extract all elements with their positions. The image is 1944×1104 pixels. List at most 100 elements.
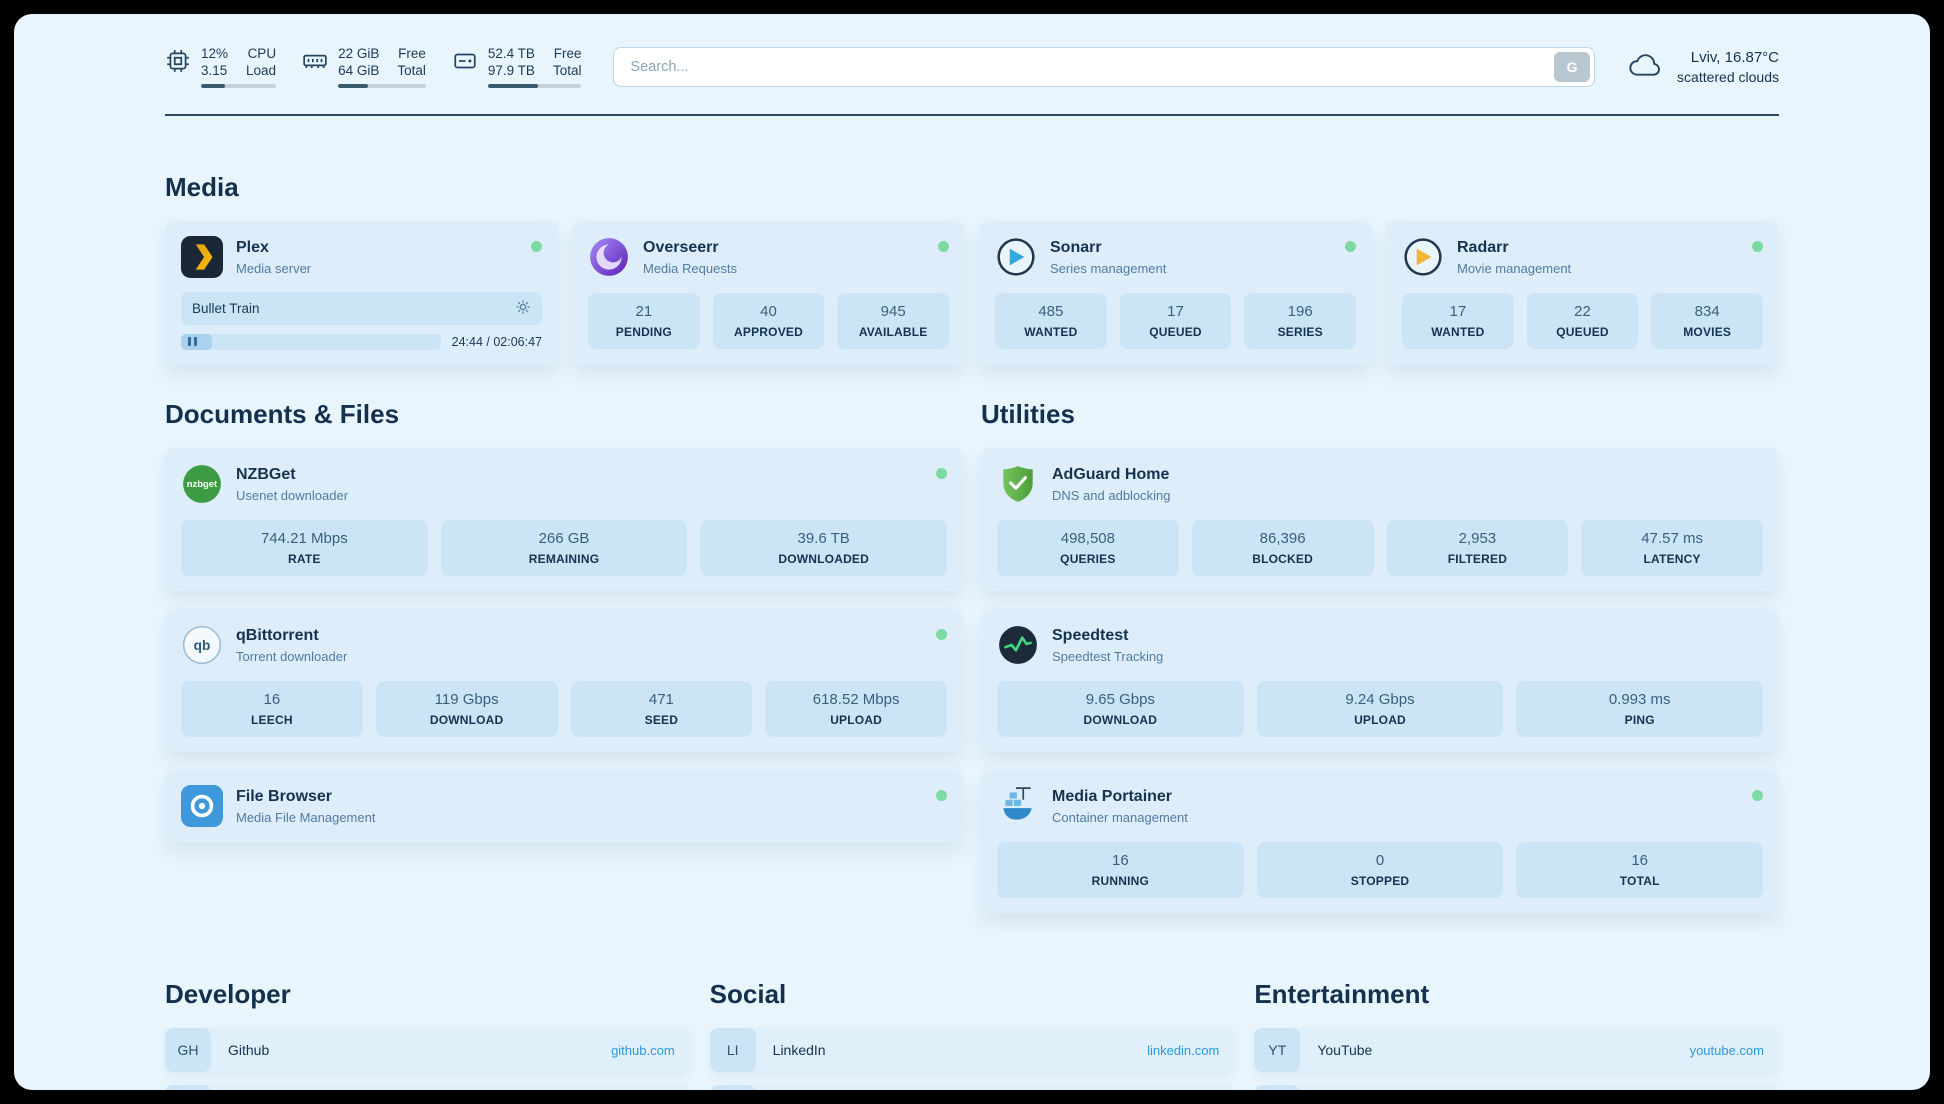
bookmark-abbr: GH bbox=[165, 1028, 211, 1072]
app-subtitle: Movie management bbox=[1457, 260, 1572, 276]
stat-box: 196 SERIES bbox=[1244, 293, 1357, 349]
social-column: Social LI LinkedIn linkedin.com TW Twitt… bbox=[709, 945, 1235, 1090]
section-title-entertainment: Entertainment bbox=[1254, 979, 1430, 1009]
status-dot bbox=[936, 468, 947, 479]
cpu-label-bottom: Load bbox=[246, 63, 277, 78]
disk-progress-bar bbox=[487, 84, 582, 88]
app-name: Overseerr bbox=[643, 238, 719, 256]
system-stats: 12% CPU 3.15 Load 22 bbox=[165, 46, 582, 88]
app-subtitle: Media server bbox=[236, 260, 312, 276]
section-title-documents: Documents & Files bbox=[165, 399, 400, 429]
cpu-stat-body: 12% CPU 3.15 Load bbox=[201, 46, 277, 88]
section-title-social: Social bbox=[709, 979, 787, 1009]
status-dot bbox=[1345, 241, 1356, 252]
svg-text:qb: qb bbox=[194, 638, 211, 653]
ram-label-bottom: Total bbox=[397, 63, 426, 78]
entertainment-column: Entertainment YT YouTube youtube.com NF … bbox=[1254, 945, 1779, 1090]
stat-box: 21 PENDING bbox=[588, 293, 700, 349]
stat-box: 40 APPROVED bbox=[712, 293, 825, 349]
cpu-label-top: CPU bbox=[247, 46, 277, 61]
filebrowser-card[interactable]: File Browser Media File Management bbox=[165, 770, 963, 842]
bookmarks-grid: Developer GH Github github.com SO StackO… bbox=[165, 945, 1779, 1090]
cpu-stat: 12% CPU 3.15 Load bbox=[165, 46, 277, 88]
bookmark-linkedin[interactable]: LI LinkedIn linkedin.com bbox=[709, 1028, 1235, 1072]
bookmark-name: LinkedIn bbox=[772, 1042, 826, 1058]
ram-icon bbox=[302, 46, 328, 74]
content-container: 12% CPU 3.15 Load 22 bbox=[165, 14, 1779, 1090]
app-name: AdGuard Home bbox=[1052, 465, 1170, 483]
qbittorrent-card[interactable]: qb qBittorrent Torrent downloader 16 LEE… bbox=[165, 609, 963, 752]
stat-box: 47.57 ms LATENCY bbox=[1581, 520, 1763, 576]
stat-box: 744.21 Mbps RATE bbox=[181, 520, 428, 576]
app-name: Media Portainer bbox=[1052, 787, 1173, 805]
bookmark-twitter[interactable]: TW Twitter twitter.com bbox=[709, 1085, 1235, 1090]
adguard-card[interactable]: AdGuard Home DNS and adblocking 498,508 … bbox=[981, 448, 1779, 591]
radarr-card[interactable]: Radarr Movie management 17 WANTED 22 QUE… bbox=[1386, 221, 1779, 365]
utilities-column: Utilities AdGuard Home bbox=[981, 365, 1779, 931]
search-input[interactable] bbox=[618, 59, 1555, 75]
app-name: NZBGet bbox=[236, 465, 296, 483]
ram-label-top: Free bbox=[398, 46, 426, 61]
bookmark-abbr: NF bbox=[1254, 1085, 1301, 1090]
header-divider bbox=[165, 114, 1779, 116]
overseerr-card[interactable]: Overseerr Media Requests 21 PENDING 40 A… bbox=[572, 221, 965, 365]
stat-box: 266 GB REMAINING bbox=[440, 520, 688, 576]
bookmark-netflix[interactable]: NF Netflix netflix.com bbox=[1254, 1085, 1779, 1090]
ram-stat: 22 GiB Free 64 GiB Total bbox=[302, 46, 426, 88]
app-subtitle: Torrent downloader bbox=[236, 648, 348, 664]
bookmark-github[interactable]: GH Github github.com bbox=[165, 1028, 690, 1072]
portainer-card[interactable]: Media Portainer Container management 16 … bbox=[981, 770, 1779, 913]
filebrowser-icon bbox=[181, 785, 223, 827]
disk-stat: 52.4 TB Free 97.9 TB Total bbox=[452, 46, 582, 88]
nzbget-card[interactable]: nzbget NZBGet Usenet downloader 744.21 M… bbox=[165, 448, 963, 591]
disk-stat-body: 52.4 TB Free 97.9 TB Total bbox=[487, 46, 582, 88]
section-title-media: Media bbox=[165, 172, 239, 202]
app-name: Sonarr bbox=[1050, 238, 1102, 256]
stat-box: 119 Gbps DOWNLOAD bbox=[375, 681, 558, 737]
speedtest-icon bbox=[997, 624, 1039, 666]
app-subtitle: Container management bbox=[1052, 809, 1188, 825]
ram-free: 22 GiB bbox=[338, 46, 380, 61]
weather-location: Lviv, 16.87°C bbox=[1690, 49, 1779, 66]
cpu-progress-bar bbox=[201, 84, 277, 88]
stat-box: 16 RUNNING bbox=[997, 842, 1244, 898]
stat-box: 86,396 BLOCKED bbox=[1191, 520, 1374, 576]
stat-box: 22 QUEUED bbox=[1526, 293, 1639, 349]
speedtest-card[interactable]: Speedtest Speedtest Tracking 9.65 Gbps D… bbox=[981, 609, 1779, 752]
bookmark-stackoverflow[interactable]: SO StackOverflow stackoverflow.com bbox=[165, 1085, 690, 1090]
stat-box: 618.52 Mbps UPLOAD bbox=[765, 681, 947, 737]
ram-progress-bar bbox=[338, 84, 426, 88]
gear-icon[interactable] bbox=[515, 299, 531, 318]
status-dot bbox=[938, 241, 949, 252]
playback-time: 24:44 / 02:06:47 bbox=[451, 335, 542, 349]
bookmark-name: Github bbox=[228, 1042, 270, 1058]
plex-card[interactable]: Plex Media server Bullet Train bbox=[165, 221, 558, 365]
stat-box: 0.993 ms PING bbox=[1516, 681, 1764, 737]
status-dot bbox=[936, 790, 947, 801]
status-dot bbox=[1752, 241, 1763, 252]
app-subtitle: DNS and adblocking bbox=[1052, 487, 1171, 503]
bookmark-youtube[interactable]: YT YouTube youtube.com bbox=[1254, 1028, 1779, 1072]
stat-box: 0 STOPPED bbox=[1256, 842, 1504, 898]
sonarr-icon bbox=[995, 236, 1037, 278]
app-subtitle: Series management bbox=[1050, 260, 1167, 276]
google-search-button[interactable]: G bbox=[1554, 52, 1591, 82]
sonarr-card[interactable]: Sonarr Series management 485 WANTED 17 Q… bbox=[979, 221, 1372, 365]
pause-icon bbox=[188, 334, 200, 350]
stat-box: 16 LEECH bbox=[181, 681, 363, 737]
cpu-load: 3.15 bbox=[201, 63, 228, 78]
app-subtitle: Usenet downloader bbox=[236, 487, 349, 503]
now-playing-title: Bullet Train bbox=[192, 301, 260, 316]
stat-box: 945 AVAILABLE bbox=[837, 293, 950, 349]
bookmark-name: YouTube bbox=[1317, 1042, 1373, 1058]
weather-condition: scattered clouds bbox=[1677, 69, 1779, 85]
radarr-icon bbox=[1402, 236, 1444, 278]
overseerr-icon bbox=[588, 236, 630, 278]
app-name: Speedtest bbox=[1052, 626, 1129, 644]
app-name: Plex bbox=[236, 238, 269, 256]
bookmark-abbr: TW bbox=[709, 1085, 756, 1090]
playback-row: 24:44 / 02:06:47 bbox=[181, 334, 542, 350]
bookmark-url: youtube.com bbox=[1689, 1042, 1764, 1058]
cpu-icon bbox=[165, 46, 191, 74]
app-subtitle: Media Requests bbox=[643, 260, 737, 276]
